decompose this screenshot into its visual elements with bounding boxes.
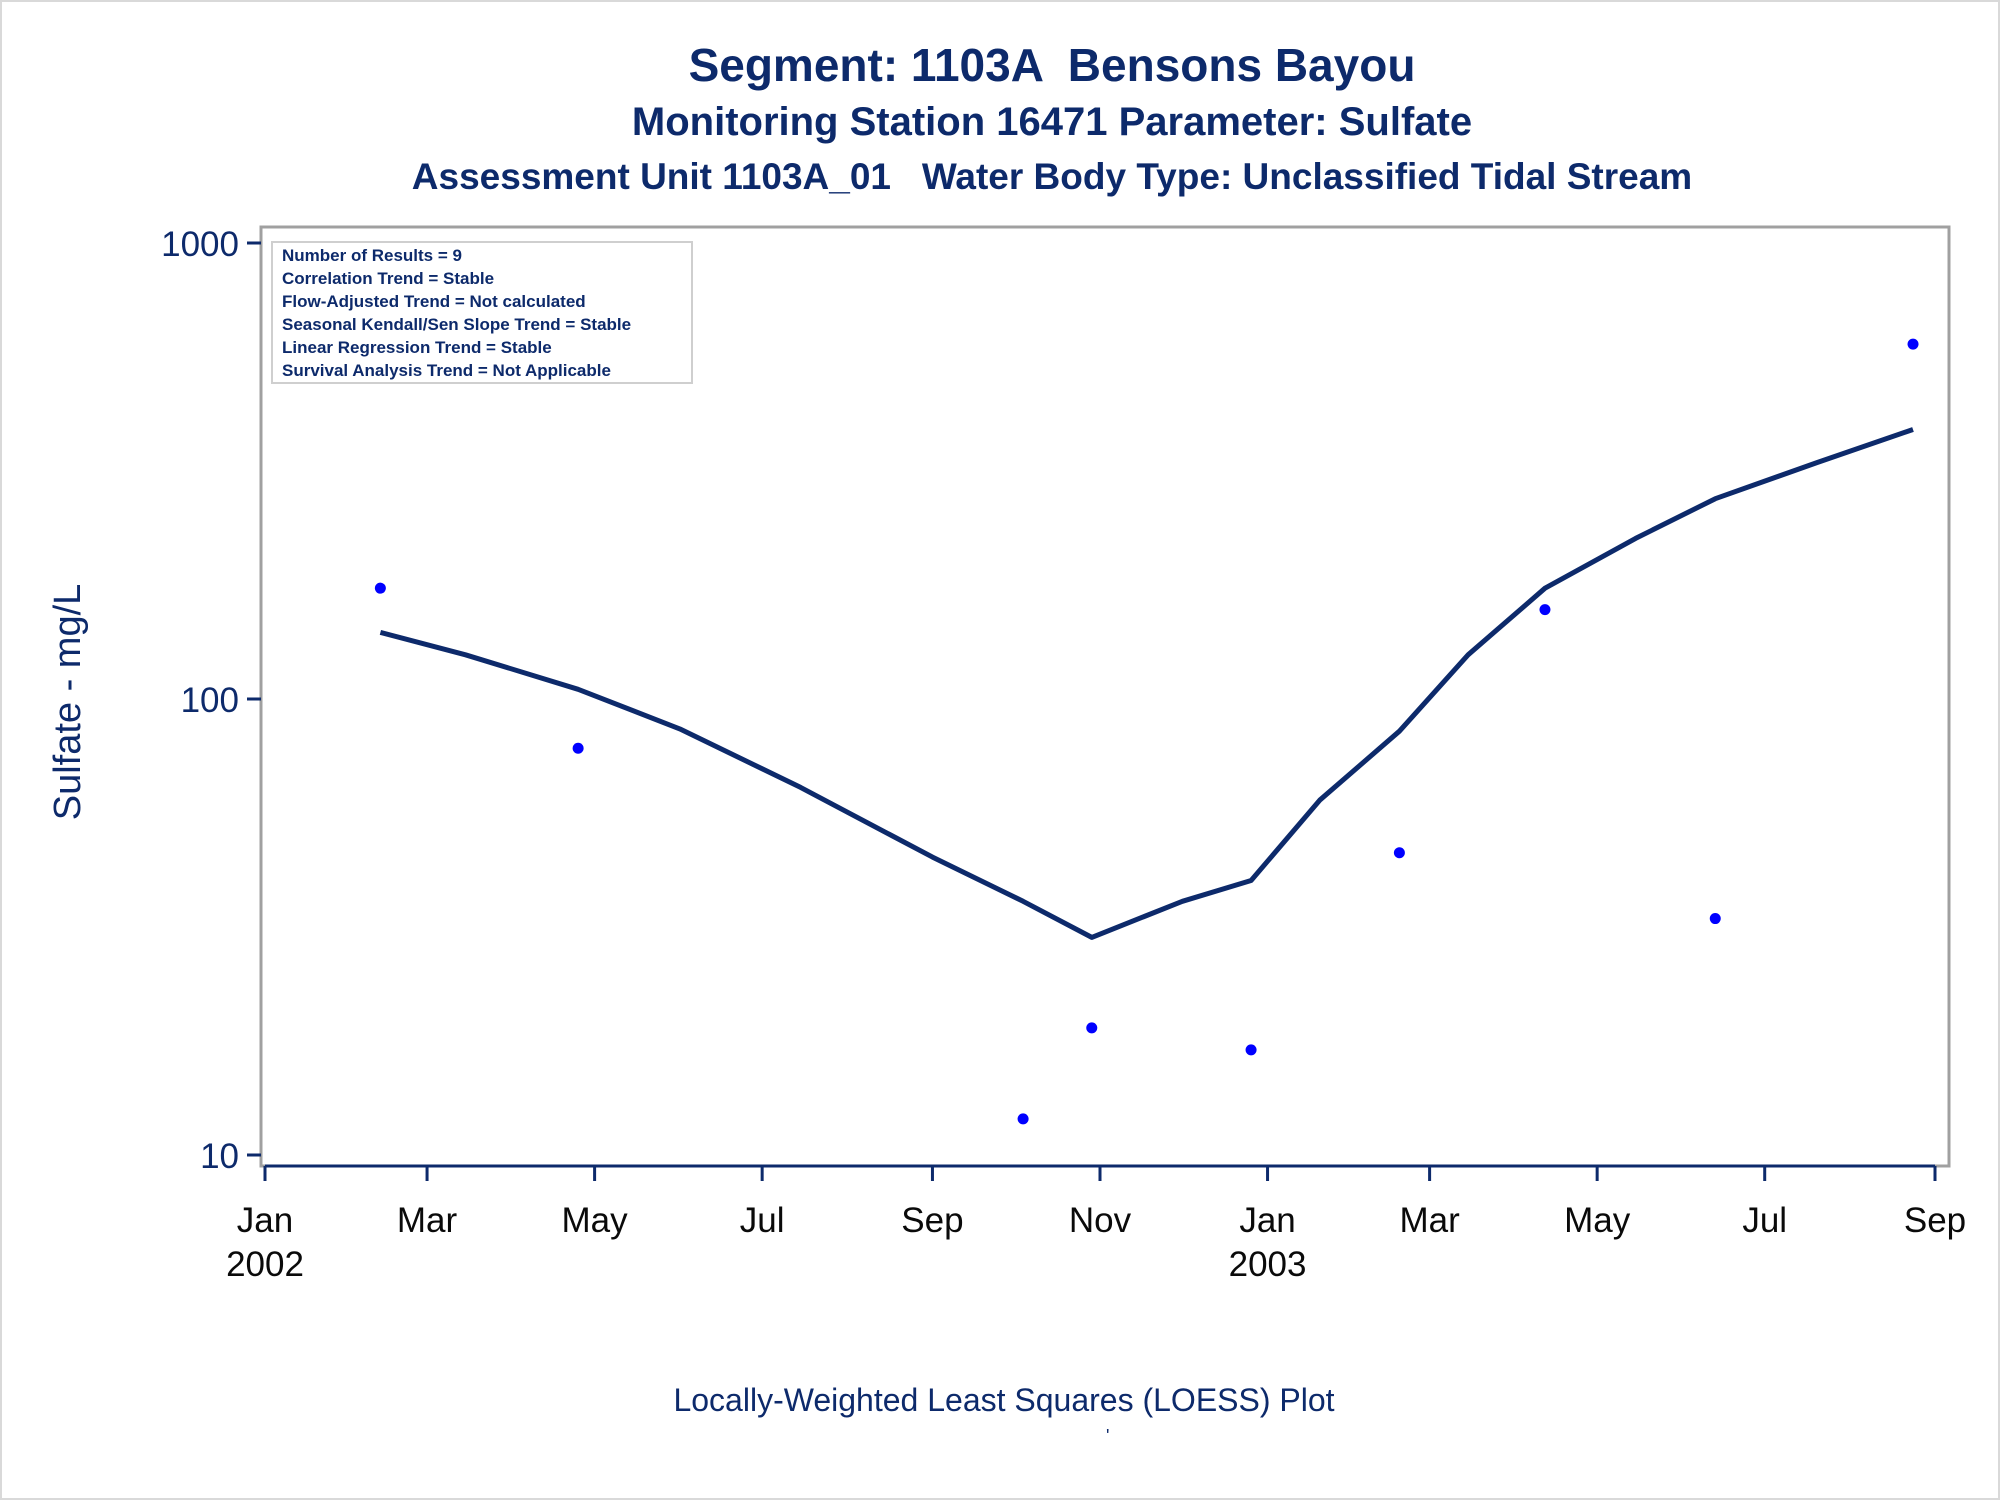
data-point — [1539, 604, 1551, 616]
x-axis: Jan 2002 Mar May Jul Sep Nov Jan 2003 Mar May Jul Se… — [226, 1164, 1966, 1284]
y-tick-label: 10 — [200, 1137, 239, 1176]
stats-box: Number of Results = 9 Correlation Trend … — [271, 241, 693, 384]
data-point — [1086, 1022, 1098, 1034]
data-point — [1393, 847, 1405, 859]
data-point — [374, 582, 386, 594]
x-tick-year-label: 2003 — [1229, 1245, 1307, 1284]
loess-line — [379, 427, 1914, 940]
footnote-loess: Locally-Weighted Least Squares (LOESS) P… — [673, 1382, 1335, 1418]
data-point — [1709, 913, 1721, 925]
data-point — [572, 742, 584, 754]
y-axis: 10 100 1000 — [161, 225, 261, 1176]
stats-line-seasonal-kendall: Seasonal Kendall/Sen Slope Trend = Stabl… — [282, 315, 631, 334]
x-tick-label: Mar — [1399, 1201, 1460, 1240]
stats-line-survival-analysis: Survival Analysis Trend = Not Applicable — [282, 361, 611, 380]
y-axis-label: Sulfate - mg/L — [47, 584, 89, 821]
chart-subtitle-station: Monitoring Station 16471 Parameter: Sulf… — [631, 100, 1473, 144]
stats-line-flow-adjusted: Flow-Adjusted Trend = Not calculated — [282, 292, 586, 311]
stats-line-linear-regression: Linear Regression Trend = Stable — [282, 338, 552, 357]
x-tick-year-label: 2002 — [226, 1245, 304, 1284]
x-tick-label: Mar — [397, 1201, 458, 1240]
x-tick-label: Jan — [237, 1201, 293, 1240]
y-tick-label: 1000 — [161, 225, 239, 264]
points-layer — [374, 338, 1919, 1125]
data-point — [1245, 1044, 1257, 1056]
chart-subtitle-assessment: Assessment Unit 1103A_01 Water Body Type… — [411, 156, 1693, 197]
x-tick-label: Jan — [1239, 1201, 1295, 1240]
stats-line-correlation: Correlation Trend = Stable — [282, 269, 494, 288]
data-point — [1017, 1113, 1029, 1125]
stats-line-results: Number of Results = 9 — [282, 246, 462, 265]
data-point — [1907, 338, 1919, 350]
chart-title: Segment: 1103A Bensons Bayou — [688, 39, 1416, 91]
footnote-mark: ' — [1106, 1426, 1110, 1446]
x-tick-label: Nov — [1069, 1201, 1132, 1240]
x-tick-label: Sep — [901, 1201, 963, 1240]
y-tick-label: 100 — [181, 681, 239, 720]
stats-box-frame — [271, 241, 693, 384]
loess-layer — [379, 427, 1914, 940]
x-tick-label: Jul — [1742, 1201, 1787, 1240]
x-tick-label: May — [562, 1201, 629, 1240]
x-tick-label: May — [1564, 1201, 1631, 1240]
x-tick-label: Sep — [1904, 1201, 1966, 1240]
x-tick-label: Jul — [740, 1201, 785, 1240]
